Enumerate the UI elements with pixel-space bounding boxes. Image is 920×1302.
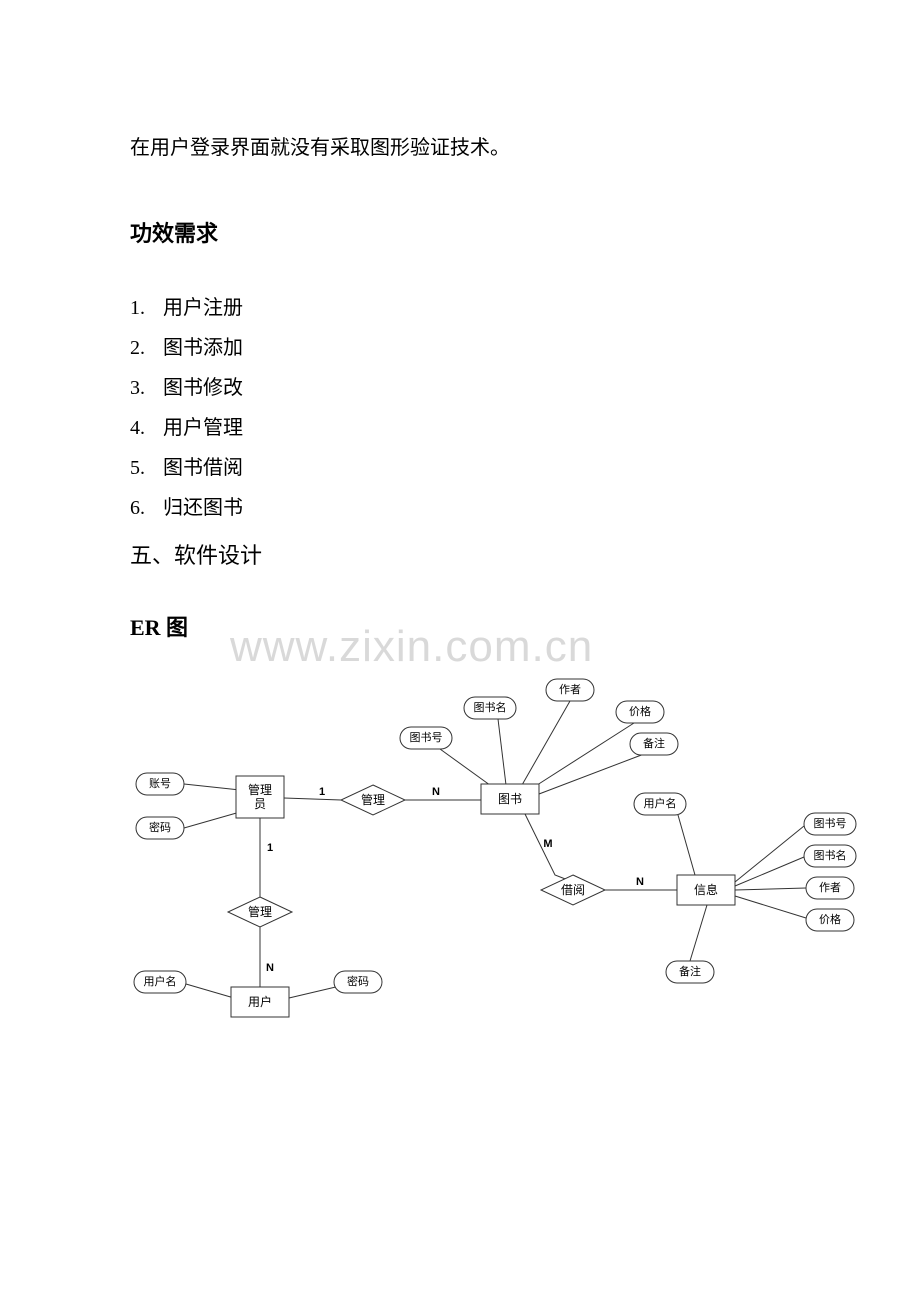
attribute-pwd2: 密码: [334, 971, 382, 993]
attribute-note: 备注: [630, 733, 678, 755]
svg-text:借阅: 借阅: [561, 883, 585, 897]
svg-text:备注: 备注: [679, 964, 701, 978]
attribute-i_bname: 图书名: [804, 845, 856, 867]
requirements-list: 1. 用户注册2. 图书添加3. 图书修改4. 用户管理5. 图书借阅6. 归还…: [130, 288, 790, 528]
entity-book: 图书: [481, 784, 539, 814]
attribute-bno: 图书号: [400, 727, 452, 749]
subheading-er: ER 图: [130, 610, 790, 642]
er-diagram-svg: 管理员图书用户信息管理管理借阅账号密码图书名图书号作者价格备注用户名图书号图书名…: [130, 672, 870, 1072]
svg-text:作者: 作者: [819, 881, 841, 894]
attribute-pwd1: 密码: [136, 817, 184, 839]
svg-text:M: M: [543, 838, 552, 850]
attribute-uname_book: 用户名: [634, 793, 686, 815]
entity-admin: 管理员: [236, 776, 284, 818]
relationship-borrow: 借阅: [541, 875, 605, 905]
er-diagram-wrap: www.zixin.com.cn 管理员图书用户信息管理管理借阅账号密码图书名图…: [130, 672, 830, 1072]
svg-text:图书名: 图书名: [474, 700, 507, 714]
svg-text:N: N: [636, 876, 644, 888]
svg-text:密码: 密码: [149, 820, 171, 834]
attribute-i_note: 备注: [666, 961, 714, 983]
list-item-number: 4.: [130, 408, 158, 448]
attribute-i_author: 作者: [806, 877, 854, 899]
list-item-text: 图书添加: [158, 337, 243, 359]
list-item-text: 用户管理: [158, 417, 243, 439]
list-item-text: 图书借阅: [158, 457, 243, 479]
svg-text:用户名: 用户名: [144, 974, 177, 988]
svg-text:价格: 价格: [629, 704, 651, 718]
list-item: 6. 归还图书: [130, 488, 790, 528]
attribute-acct: 账号: [136, 773, 184, 795]
attribute-i_bno: 图书号: [804, 813, 856, 835]
list-item: 2. 图书添加: [130, 328, 790, 368]
attribute-bname: 图书名: [464, 697, 516, 719]
list-item-text: 图书修改: [158, 377, 243, 399]
svg-text:员: 员: [254, 797, 266, 811]
relationship-manage2: 管理: [228, 897, 292, 927]
list-item: 4. 用户管理: [130, 408, 790, 448]
svg-text:管理: 管理: [248, 782, 272, 797]
list-item-text: 归还图书: [158, 497, 243, 519]
relationship-manage1: 管理: [341, 785, 405, 815]
svg-text:密码: 密码: [347, 974, 369, 988]
svg-text:图书号: 图书号: [410, 731, 443, 744]
list-item-number: 1.: [130, 288, 158, 328]
svg-text:账号: 账号: [149, 777, 171, 790]
list-item-number: 2.: [130, 328, 158, 368]
list-item: 1. 用户注册: [130, 288, 790, 328]
list-item: 3. 图书修改: [130, 368, 790, 408]
list-item-number: 3.: [130, 368, 158, 408]
section-heading: 五、软件设计: [130, 538, 790, 570]
list-item-text: 用户注册: [158, 297, 243, 319]
svg-text:备注: 备注: [643, 736, 665, 750]
intro-text: 在用户登录界面就没有采取图形验证技术。: [130, 130, 790, 166]
svg-text:管理: 管理: [361, 792, 385, 807]
svg-text:图书号: 图书号: [814, 817, 847, 830]
svg-text:N: N: [266, 962, 274, 974]
svg-text:信息: 信息: [694, 882, 718, 897]
attribute-price: 价格: [616, 701, 664, 723]
svg-text:管理: 管理: [248, 904, 272, 919]
list-item-number: 5.: [130, 448, 158, 488]
list-item-number: 6.: [130, 488, 158, 528]
svg-text:用户: 用户: [248, 994, 272, 1009]
svg-text:N: N: [432, 786, 440, 798]
entity-user: 用户: [231, 987, 289, 1017]
attribute-author: 作者: [546, 679, 594, 701]
heading-requirements: 功效需求: [130, 216, 790, 248]
svg-text:作者: 作者: [559, 683, 581, 696]
svg-text:图书名: 图书名: [814, 848, 847, 862]
svg-text:图书: 图书: [498, 792, 522, 806]
svg-text:1: 1: [267, 842, 273, 854]
attribute-i_price: 价格: [806, 909, 854, 931]
svg-text:1: 1: [319, 786, 325, 798]
attribute-uname: 用户名: [134, 971, 186, 993]
list-item: 5. 图书借阅: [130, 448, 790, 488]
entity-info: 信息: [677, 875, 735, 905]
svg-text:价格: 价格: [819, 912, 841, 926]
svg-text:用户名: 用户名: [644, 796, 677, 810]
